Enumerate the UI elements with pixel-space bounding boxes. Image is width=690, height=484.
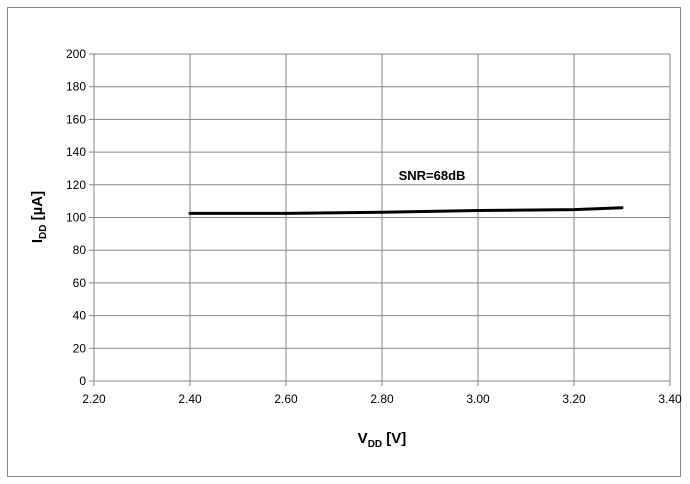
y-tick-label: 60 [73, 276, 87, 290]
x-tick-label: 2.40 [178, 392, 202, 406]
gridlines [94, 53, 671, 381]
y-axis-title-sub: DD [38, 225, 49, 239]
x-axis-title-unit: [V] [382, 430, 406, 447]
y-tick-label: 100 [66, 211, 86, 225]
x-axis-title-sub: DD [368, 439, 382, 450]
y-tick-label: 0 [79, 374, 86, 388]
y-tick-label: 200 [66, 47, 86, 61]
x-tick-labels: 2.20 2.40 2.60 2.80 3.00 3.20 3.40 [82, 392, 682, 406]
y-tick-label: 80 [73, 243, 87, 257]
x-tick-label: 3.40 [658, 392, 682, 406]
chart-frame [7, 7, 681, 477]
y-axis-title: IDD [µA] [29, 191, 49, 243]
x-axis-title-main: V [358, 430, 368, 447]
y-axis-title-main: I [29, 239, 46, 243]
x-tick-label: 2.20 [82, 392, 106, 406]
y-tick-labels: 0 20 40 60 80 100 120 140 160 180 200 [66, 47, 86, 388]
y-tick-label: 180 [66, 80, 86, 94]
y-tick-label: 40 [73, 309, 87, 323]
y-tick-label: 160 [66, 112, 86, 126]
series-line [188, 206, 624, 215]
y-tick-label: 140 [66, 145, 86, 159]
x-tick-label: 3.00 [466, 392, 490, 406]
annotation-label: SNR=68dB [399, 168, 466, 183]
y-axis-title-unit: [µA] [29, 191, 46, 225]
x-axis-title: VDD [V] [358, 430, 407, 450]
axes [89, 53, 671, 386]
x-tick-label: 3.20 [562, 392, 586, 406]
y-tick-label: 120 [66, 178, 86, 192]
x-tick-label: 2.80 [370, 392, 394, 406]
y-tick-label: 20 [73, 341, 87, 355]
x-tick-label: 2.60 [274, 392, 298, 406]
series-group [188, 206, 624, 215]
